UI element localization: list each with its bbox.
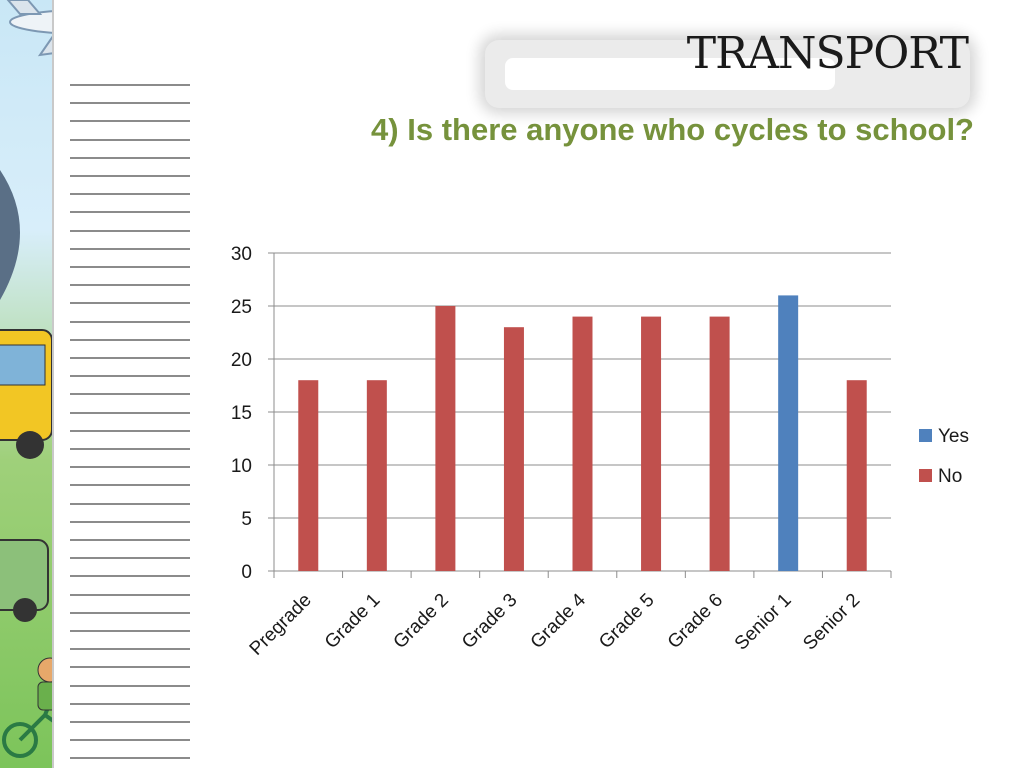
notepad-rule <box>70 539 190 541</box>
x-tick-label: Grade 6 <box>664 590 727 653</box>
notepad-rule <box>70 484 190 487</box>
notepad-rule <box>70 630 190 632</box>
notepad-rule <box>70 247 190 250</box>
notepad-rule <box>70 520 190 523</box>
notepad-rule <box>70 102 190 105</box>
bar-no <box>298 380 319 571</box>
legend-label: No <box>938 466 962 487</box>
x-tick-label: Pregrade <box>246 590 316 660</box>
notepad-rule <box>70 411 190 414</box>
y-tick-label: 5 <box>241 509 252 530</box>
y-tick-label: 15 <box>231 403 252 424</box>
notepad-rule <box>70 593 190 596</box>
notepad-rule <box>70 466 190 469</box>
page-title: TRANSPORT <box>686 28 969 79</box>
legend-label: Yes <box>938 426 969 447</box>
x-tick-label: Senior 1 <box>731 590 796 655</box>
notepad-rule <box>70 721 190 723</box>
bar-yes <box>778 295 799 571</box>
x-tick-label: Grade 4 <box>527 589 591 653</box>
notepad-rule <box>70 611 190 614</box>
bar-no <box>641 316 662 571</box>
notepad-rule <box>70 648 190 651</box>
notepad-rule <box>70 757 190 760</box>
notepad-rule <box>70 357 190 359</box>
notepad-rule <box>70 84 190 86</box>
title-frame <box>485 40 970 108</box>
legend-swatch <box>919 429 932 442</box>
bar-no <box>503 327 524 571</box>
notepad-rule <box>70 229 190 232</box>
notepad-rule <box>70 666 190 669</box>
notepad-lines <box>52 0 190 768</box>
bar-no <box>366 380 387 571</box>
notepad-rule <box>70 502 190 505</box>
x-tick-label: Grade 1 <box>321 590 384 653</box>
y-tick-label: 10 <box>231 456 252 477</box>
notepad-rule <box>70 320 190 323</box>
notepad-rule <box>70 684 190 687</box>
bar-no <box>572 316 593 571</box>
y-tick-label: 20 <box>231 350 252 371</box>
page-subtitle: 4) Is there anyone who cycles to school? <box>371 112 974 147</box>
notepad-rule <box>70 302 190 305</box>
y-tick-label: 30 <box>231 244 252 265</box>
y-tick-label: 25 <box>231 297 252 318</box>
notepad-rule <box>70 393 190 396</box>
bar-no <box>709 316 730 571</box>
legend-swatch <box>919 469 932 482</box>
bar-no <box>846 380 867 571</box>
notepad-rule <box>70 193 190 196</box>
notepad-rule <box>70 175 190 177</box>
x-tick-label: Grade 2 <box>390 590 453 653</box>
notepad-rule <box>70 138 190 141</box>
notepad-rule <box>70 702 190 705</box>
bar-no <box>435 306 456 571</box>
x-tick-label: Grade 3 <box>458 590 521 653</box>
car-icon <box>0 539 49 622</box>
notepad-rule <box>70 266 190 268</box>
notepad-rule <box>70 211 190 214</box>
notepad-rule <box>70 284 190 287</box>
notepad-rule <box>70 429 190 432</box>
x-tick-label: Grade 5 <box>595 590 658 653</box>
notepad-rule <box>70 338 190 341</box>
notepad-rule <box>70 120 190 123</box>
notepad-rule <box>70 375 190 378</box>
notepad-rule <box>70 448 190 450</box>
notepad-rule <box>70 156 190 159</box>
decorative-sidebar-illustration <box>0 0 190 768</box>
notepad-rule <box>70 557 190 560</box>
notepad-rule <box>70 575 190 578</box>
notepad-rule <box>70 739 190 742</box>
y-tick-label: 0 <box>241 562 252 583</box>
x-tick-label: Senior 2 <box>799 590 864 655</box>
bus-icon <box>0 329 53 459</box>
